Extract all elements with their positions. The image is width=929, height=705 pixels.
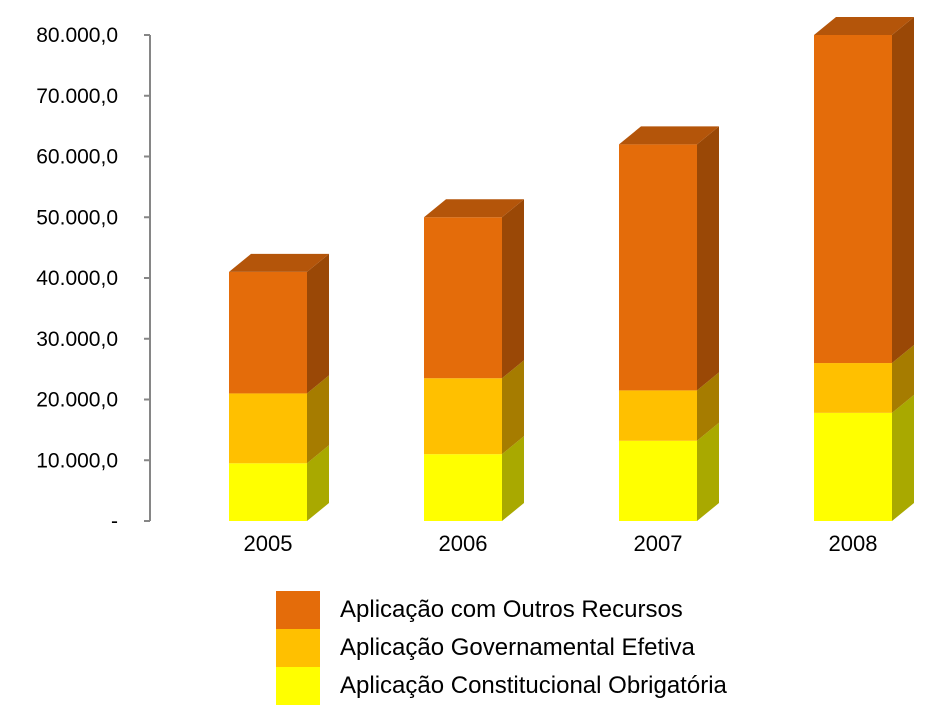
x-category-label: 2005 [244,531,293,556]
legend-item-constitucional: Aplicação Constitucional Obrigatória [276,667,727,705]
bar-top [619,126,719,145]
y-tick-label: 50.000,0 [36,206,118,229]
bar-front [619,440,697,521]
legend-item-governamental: Aplicação Governamental Efetiva [276,629,727,667]
bar-segment [619,126,719,391]
y-tick-label: 30.000,0 [36,328,118,351]
bar-front [814,35,892,364]
legend-swatch-governamental [276,629,320,667]
bar-front [229,463,307,521]
bar-segment [814,345,914,413]
bar-side [502,436,524,521]
bar-segment [814,17,914,364]
bar-top [814,17,914,35]
bar-segment [229,253,329,394]
x-category-label: 2008 [829,531,878,556]
bar-front [424,217,502,379]
legend: Aplicação com Outros Recursos Aplicação … [276,591,727,705]
bar-segment [229,375,329,464]
y-tick-label: 70.000,0 [36,85,118,108]
bar-side [697,422,719,521]
stacked-bar-chart: - 10.000,0 20.000,0 30.000,0 40.000,0 50.000,… [36,17,914,556]
legend-label-outros: Aplicação com Outros Recursos [340,596,683,623]
legend-label-governamental: Aplicação Governamental Efetiva [340,634,695,661]
bar-top [229,253,329,272]
bar-front [424,378,502,455]
bar-side [502,199,524,379]
x-category-label: 2007 [634,531,683,556]
bar-side [892,345,914,413]
bar-front [424,454,502,521]
bar-segment [424,436,524,521]
bar-front [229,393,307,464]
legend-item-outros: Aplicação com Outros Recursos [276,591,727,629]
x-axis-labels: 2005 2006 2007 2008 [244,531,878,556]
bar-front [619,390,697,441]
x-category-label: 2006 [439,531,488,556]
y-tick-label: - [111,510,118,533]
legend-swatch-constitucional [276,667,320,705]
bar-segment [619,372,719,441]
bar-front [619,144,697,391]
y-axis: - 10.000,0 20.000,0 30.000,0 40.000,0 50.000,… [36,24,151,533]
bar-segment [424,360,524,455]
bar-side [697,372,719,441]
y-tick-label: 10.000,0 [36,449,118,472]
bar-side [892,394,914,521]
bar-side [307,253,329,394]
bar-side [307,375,329,464]
bar-front [814,363,892,413]
bar-front [229,271,307,394]
bar-front [814,412,892,521]
bar-top [424,199,524,218]
bar-side [697,126,719,391]
legend-swatch-outros [276,591,320,629]
y-tick-label: 80.000,0 [36,24,118,47]
bar-segment [814,394,914,521]
bars-group [229,17,914,521]
y-tick-label: 60.000,0 [36,146,118,169]
bar-segment [229,445,329,521]
y-tick-label: 20.000,0 [36,389,118,412]
bar-side [307,445,329,521]
bar-side [892,17,914,364]
bar-side [502,360,524,455]
y-tick-label: 40.000,0 [36,267,118,290]
bar-segment [619,422,719,521]
legend-label-constitucional: Aplicação Constitucional Obrigatória [340,672,727,699]
bar-segment [424,199,524,379]
